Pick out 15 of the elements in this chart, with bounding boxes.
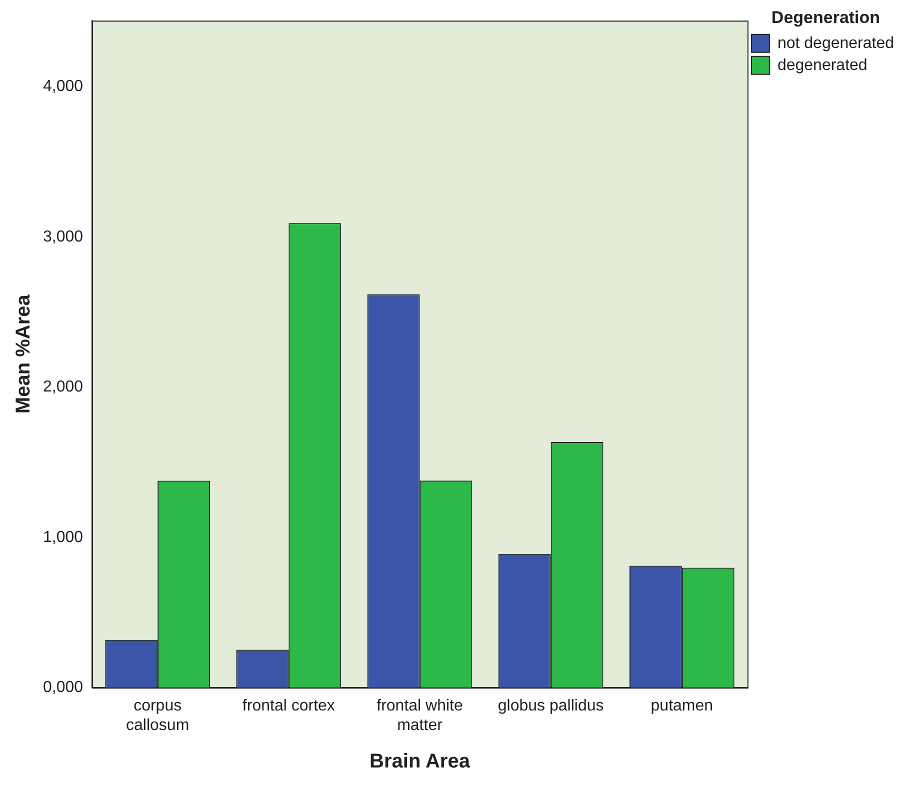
y-axis-title: Mean %Area bbox=[12, 294, 35, 414]
y-tick-label: 3,000 bbox=[42, 228, 84, 246]
x-tick-label: globus pallidus bbox=[498, 698, 604, 715]
legend-label: degenerated bbox=[777, 56, 868, 74]
x-tick-label: frontal white matter bbox=[376, 698, 463, 734]
y-tick-label: 0,000 bbox=[42, 679, 84, 696]
x-tick-label: corpus callosum bbox=[126, 698, 190, 734]
x-tick-label: putamen bbox=[650, 698, 714, 715]
y-tick-label: 1,000 bbox=[42, 528, 84, 546]
x-axis-title: Brain Area bbox=[370, 750, 471, 773]
x-tick-label: frontal cortex bbox=[242, 698, 335, 715]
y-tick-label: 2,000 bbox=[42, 378, 84, 396]
legend-label: not degenerated bbox=[777, 34, 894, 52]
y-tick-label: 4,000 bbox=[42, 78, 84, 96]
legend-title: Degeneration bbox=[771, 8, 880, 28]
